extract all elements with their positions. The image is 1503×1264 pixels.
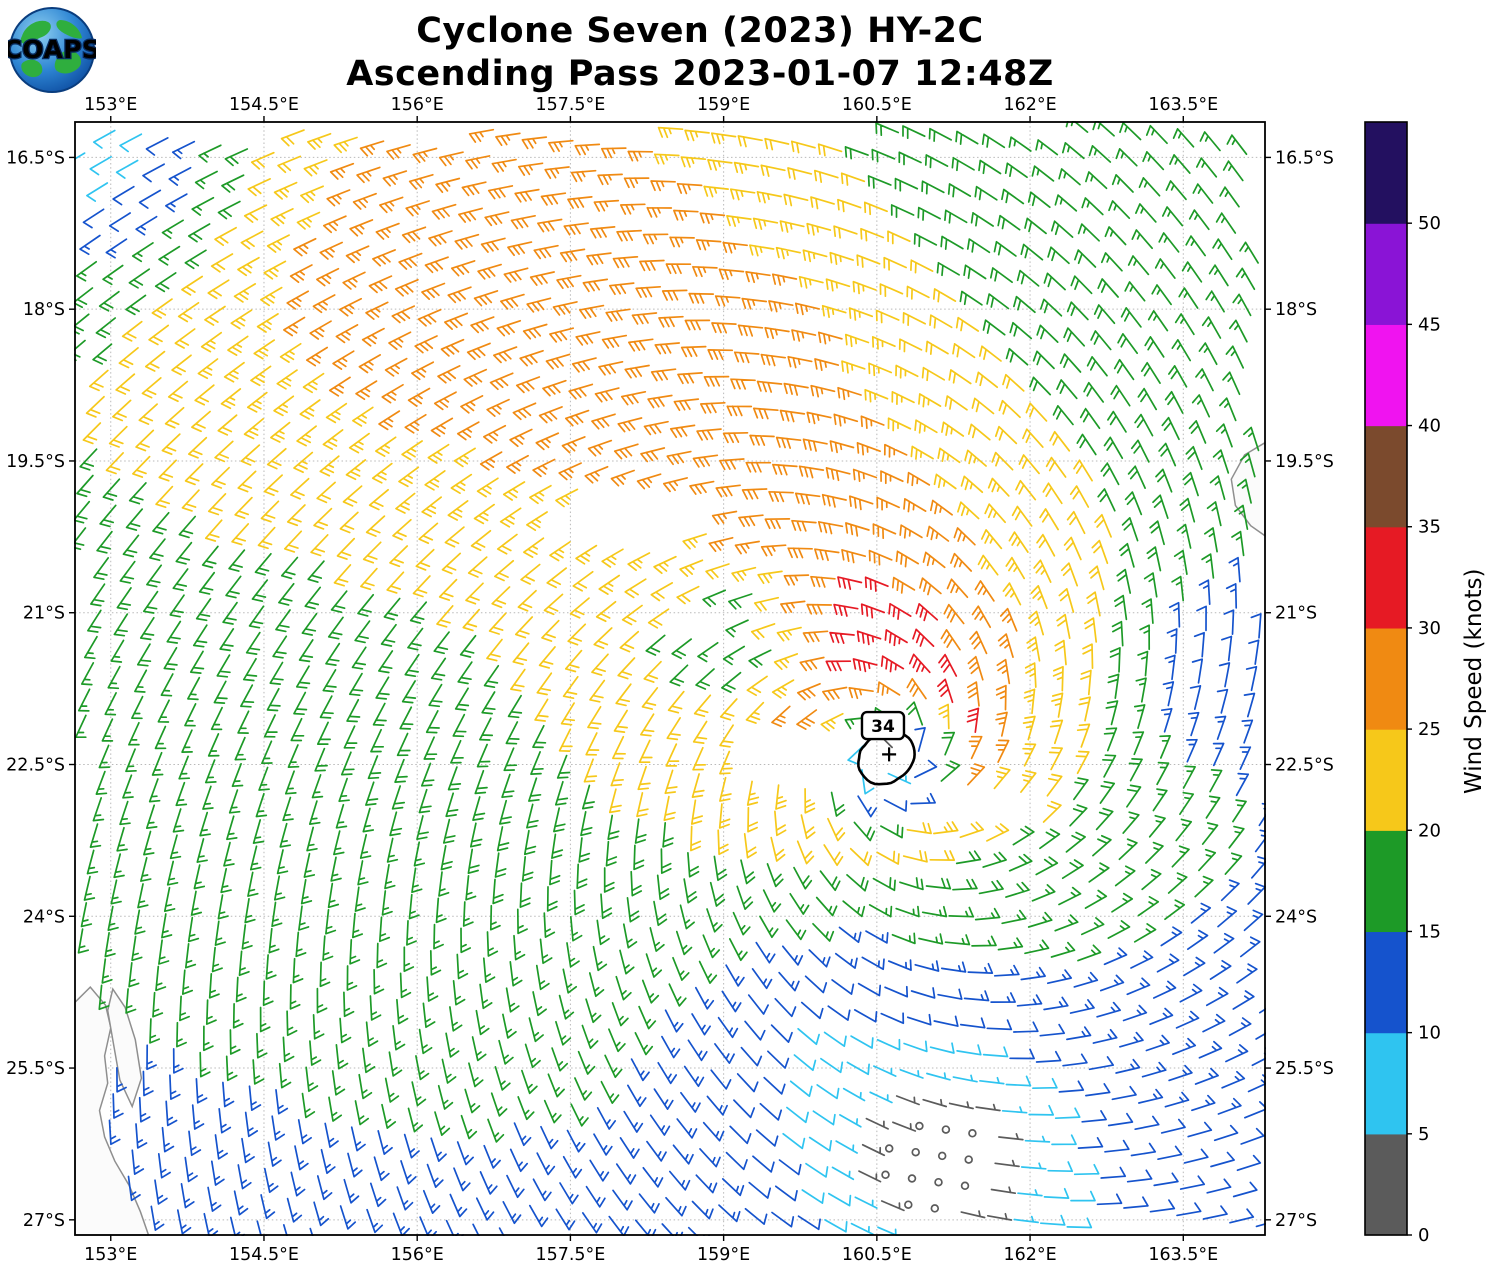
colorbar-tick-label: 15 [1418,921,1441,942]
x-tick-label-bottom: 154.5°E [229,1245,299,1264]
x-tick-label-top: 162°E [1003,95,1056,115]
axis-tick-labels: 153°E 153°E 154.5°E 154.5°E 156°E 156°E 157.5°… [6,95,1334,1264]
y-tick-label-right: 18°S [1275,300,1317,320]
continents-icon [20,20,82,78]
colorbar-tick-label: 40 [1418,416,1441,437]
y-tick-label-left: 25.5°S [6,1059,65,1079]
chart-title: Cyclone Seven (2023) HY-2C [416,11,984,51]
r34-label-box [860,710,906,741]
y-tick-label-right: 16.5°S [1275,148,1334,168]
y-tick-label-left: 27°S [23,1211,65,1231]
y-tick-label-left: 18°S [23,300,65,320]
colorbar-tick-label: 20 [1418,820,1441,841]
map-axes: 34 153°E 153°E 154.5°E 154.5°E 156°E 156°E 157.… [6,95,1334,1264]
title-block: Cyclone Seven (2023) HY-2C Ascending Pas… [105,10,1295,95]
y-tick-label-right: 21°S [1275,604,1317,624]
y-tick-label-right: 22.5°S [1275,756,1334,776]
y-tick-label-left: 24°S [23,907,65,927]
colorbar-label: Wind Speed (knots) [1461,568,1487,794]
x-tick-label-top: 157.5°E [535,95,605,115]
y-tick-label-right: 19.5°S [1275,452,1334,472]
x-tick-label-bottom: 163.5°E [1148,1245,1218,1264]
r34-label: 34 [871,717,895,737]
chart-subtitle: Ascending Pass 2023-01-07 12:48Z [346,53,1054,94]
x-tick-label-top: 153°E [84,95,137,115]
x-tick-label-top: 160.5°E [842,95,912,115]
y-tick-label-right: 24°S [1275,907,1317,927]
y-tick-label-right: 27°S [1275,1211,1317,1231]
x-tick-label-top: 154.5°E [229,95,299,115]
coaps-logo: COAPS [2,6,101,94]
coaps-logo-text: COAPS [8,35,96,64]
colorbar: 0 5 10 15 20 25 30 35 40 45 50 [1364,121,1441,1246]
colorbar-tick-label: 10 [1418,1023,1441,1044]
colorbar-tick-label: 5 [1418,1124,1429,1145]
x-tick-label-top: 159°E [697,95,750,115]
wind-barbs [74,121,1266,1236]
y-tick-label-left: 16.5°S [6,148,65,168]
colorbar-tick-label: 0 [1418,1225,1429,1246]
y-tick-label-right: 25.5°S [1275,1059,1334,1079]
colorbar-tick-label: 45 [1418,314,1441,335]
x-tick-label-bottom: 153°E [84,1245,137,1264]
y-tick-label-left: 21°S [23,604,65,624]
x-tick-label-top: 163.5°E [1148,95,1218,115]
colorbar-tick-label: 25 [1418,719,1441,740]
x-tick-label-bottom: 162°E [1003,1245,1056,1264]
x-tick-label-bottom: 160.5°E [842,1245,912,1264]
y-tick-label-left: 19.5°S [6,452,65,472]
r34-contour: 34 [857,710,916,786]
colorbar-tick-label: 35 [1418,517,1441,538]
plot-border [74,121,1266,1236]
colorbar-tick-label: 30 [1418,618,1441,639]
coaps-logo-globe: COAPS [2,7,101,93]
x-tick-label-bottom: 156°E [391,1245,444,1264]
colorbar-tick-label: 50 [1418,213,1441,234]
axis-ticks [69,116,1271,1241]
x-tick-label-bottom: 159°E [697,1245,750,1264]
y-tick-label-left: 22.5°S [6,756,65,776]
storm-center-marker [882,747,897,762]
x-tick-label-bottom: 157.5°E [535,1245,605,1264]
x-tick-label-top: 156°E [391,95,444,115]
